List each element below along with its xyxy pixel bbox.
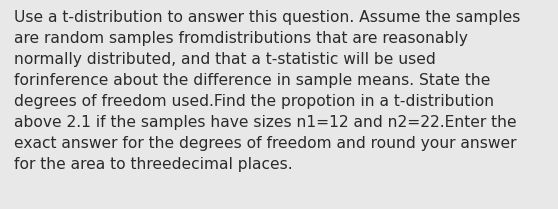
Text: Use a t-distribution to answer this question. Assume the samples
are random samp: Use a t-distribution to answer this ques…	[14, 10, 520, 172]
